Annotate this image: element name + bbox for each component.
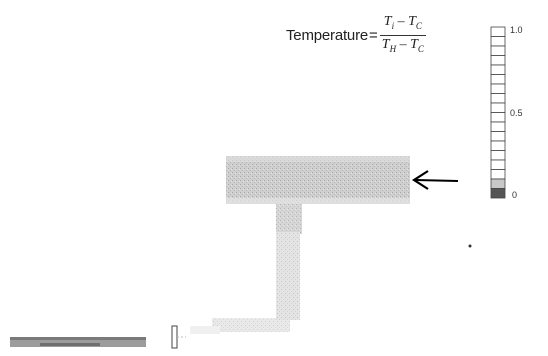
colorbar-segment [490, 45, 506, 56]
formula-numerator: Ti – TC [383, 13, 422, 31]
colorbar-segment [490, 169, 506, 180]
colorbar-segment [490, 131, 506, 142]
inlet-slab [10, 337, 146, 347]
formula-word: Temperature [286, 26, 369, 44]
colorbar-tick-bottom: 0 [512, 190, 518, 200]
colorbar-segment [490, 93, 506, 104]
colorbar-segment [490, 26, 506, 37]
colorbar-segment [490, 121, 506, 132]
stray-dot [468, 244, 472, 248]
formula-fraction: Ti – TC TH – TC [379, 13, 426, 58]
colorbar-tick-top: 1.0 [510, 25, 523, 35]
lower-plume [190, 318, 290, 334]
colorbar-segment [490, 150, 506, 161]
colorbar-segment [490, 159, 506, 170]
colorbar-segment [490, 102, 506, 113]
temperature-formula: Temperature = Ti – TC TH – TC [286, 12, 426, 58]
formula-equals: = [369, 26, 378, 44]
colorbar-segment [490, 74, 506, 85]
colorbar-segment [490, 36, 506, 47]
formula-fraction-bar [379, 34, 426, 36]
vertical-plume [276, 204, 302, 320]
colorbar-segment [490, 64, 506, 75]
colorbar-segment [490, 140, 506, 151]
pointer-arrow-icon [411, 170, 459, 190]
colorbar-tick-mid: 0.5 [510, 108, 523, 118]
formula-denominator: TH – TC [381, 36, 424, 54]
colorbar-segment [490, 55, 506, 66]
colorbar-segment [490, 178, 506, 189]
colorbar-segment [490, 188, 506, 199]
colorbar [490, 26, 506, 199]
colorbar-segment [490, 112, 506, 123]
outlet-marker [171, 325, 186, 349]
upper-plume [226, 156, 410, 204]
colorbar-segment [490, 83, 506, 94]
